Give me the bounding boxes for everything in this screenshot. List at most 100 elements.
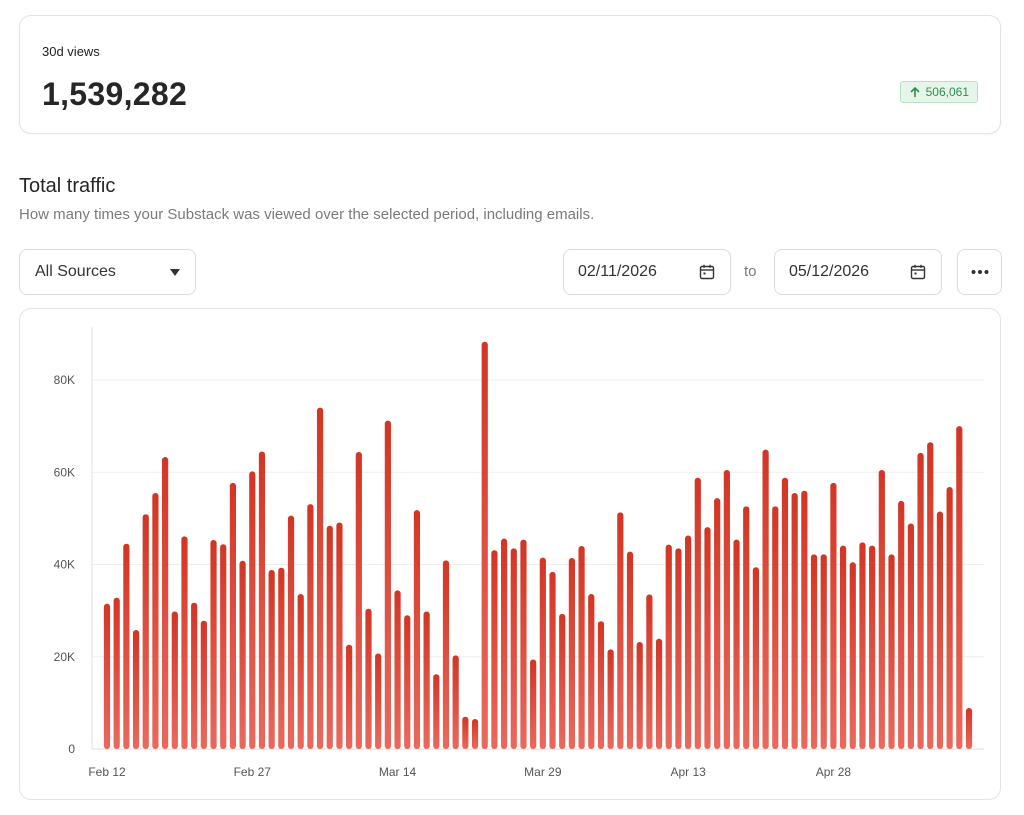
bar[interactable] <box>210 540 217 749</box>
bar[interactable] <box>810 554 818 749</box>
bar[interactable] <box>588 594 595 749</box>
bar[interactable] <box>520 539 527 749</box>
bar[interactable] <box>220 544 227 749</box>
bar[interactable] <box>607 649 614 749</box>
bar[interactable] <box>452 655 459 749</box>
bar[interactable] <box>229 482 237 749</box>
bar[interactable] <box>481 341 488 749</box>
bar[interactable] <box>462 716 469 749</box>
bar[interactable] <box>820 554 827 749</box>
bar[interactable] <box>578 546 585 749</box>
bar[interactable] <box>791 493 798 749</box>
bar[interactable] <box>200 620 207 749</box>
bar[interactable] <box>297 594 304 749</box>
bar[interactable] <box>878 469 885 749</box>
bar[interactable] <box>617 512 624 749</box>
caret-down-icon <box>170 268 180 276</box>
end-date-input[interactable]: 05/12/2026 <box>774 249 942 295</box>
bar[interactable] <box>898 500 905 749</box>
bar[interactable] <box>191 602 198 749</box>
bar[interactable] <box>510 548 517 749</box>
bar[interactable] <box>365 608 372 749</box>
bar[interactable] <box>530 659 537 749</box>
bar[interactable] <box>801 490 808 749</box>
bar[interactable] <box>597 621 605 749</box>
bar[interactable] <box>442 560 450 749</box>
bar[interactable] <box>917 452 924 749</box>
calendar-icon[interactable] <box>698 263 716 281</box>
bar[interactable] <box>733 539 740 749</box>
bar[interactable] <box>685 535 692 749</box>
bar[interactable] <box>103 603 111 749</box>
bar[interactable] <box>723 469 730 749</box>
bar[interactable] <box>752 567 760 749</box>
bar[interactable] <box>714 498 721 749</box>
end-date-value: 05/12/2026 <box>789 263 870 280</box>
bar[interactable] <box>181 536 188 749</box>
bar[interactable] <box>113 597 120 749</box>
bar[interactable] <box>568 558 575 749</box>
bar[interactable] <box>927 442 934 749</box>
bar[interactable] <box>346 644 353 749</box>
bar[interactable] <box>888 554 895 749</box>
bar[interactable] <box>501 538 508 749</box>
bar[interactable] <box>249 471 256 749</box>
calendar-icon[interactable] <box>909 263 927 281</box>
bar[interactable] <box>646 594 653 749</box>
bar[interactable] <box>549 571 556 749</box>
bar[interactable] <box>830 482 837 749</box>
bar[interactable] <box>384 420 391 749</box>
bar[interactable] <box>539 557 546 749</box>
bar[interactable] <box>423 611 430 749</box>
bar[interactable] <box>849 562 856 749</box>
bar[interactable] <box>404 615 411 749</box>
bar[interactable] <box>268 570 275 749</box>
bar[interactable] <box>704 527 711 749</box>
x-tick-label: Feb 27 <box>234 765 272 779</box>
bar[interactable] <box>859 542 866 749</box>
source-select[interactable]: All Sources <box>19 249 196 295</box>
start-date-input[interactable]: 02/11/2026 <box>563 249 731 295</box>
bar[interactable] <box>162 457 169 749</box>
bar[interactable] <box>132 629 140 749</box>
bar[interactable] <box>956 426 963 749</box>
bar[interactable] <box>142 514 149 749</box>
bar[interactable] <box>946 487 953 749</box>
bar[interactable] <box>743 506 750 749</box>
bar[interactable] <box>375 653 382 749</box>
bar[interactable] <box>559 613 566 749</box>
more-options-button[interactable] <box>957 249 1002 295</box>
bar[interactable] <box>394 590 401 749</box>
bar[interactable] <box>239 560 246 749</box>
bar[interactable] <box>694 477 701 749</box>
bar[interactable] <box>907 523 914 749</box>
bar[interactable] <box>965 707 973 749</box>
bar[interactable] <box>413 510 421 749</box>
bar[interactable] <box>171 611 178 749</box>
bar[interactable] <box>471 719 479 749</box>
bar[interactable] <box>655 638 663 749</box>
bar[interactable] <box>675 548 682 749</box>
bar[interactable] <box>839 545 847 749</box>
bar[interactable] <box>152 493 159 749</box>
bar[interactable] <box>772 506 779 749</box>
bar[interactable] <box>326 525 333 749</box>
bar[interactable] <box>316 407 324 749</box>
bar[interactable] <box>762 449 769 749</box>
bar[interactable] <box>665 544 672 749</box>
bar[interactable] <box>278 567 285 749</box>
y-tick-label: 40K <box>54 558 75 572</box>
bar[interactable] <box>636 641 643 749</box>
bar[interactable] <box>626 551 634 749</box>
bar[interactable] <box>355 451 362 749</box>
bar[interactable] <box>491 550 498 749</box>
bar[interactable] <box>258 451 266 749</box>
bar[interactable] <box>781 477 789 749</box>
bar[interactable] <box>433 674 440 749</box>
bar[interactable] <box>287 515 295 749</box>
bar[interactable] <box>307 504 314 749</box>
bar[interactable] <box>123 543 130 749</box>
bar[interactable] <box>869 545 876 749</box>
bar[interactable] <box>936 511 944 749</box>
bar[interactable] <box>336 522 343 749</box>
